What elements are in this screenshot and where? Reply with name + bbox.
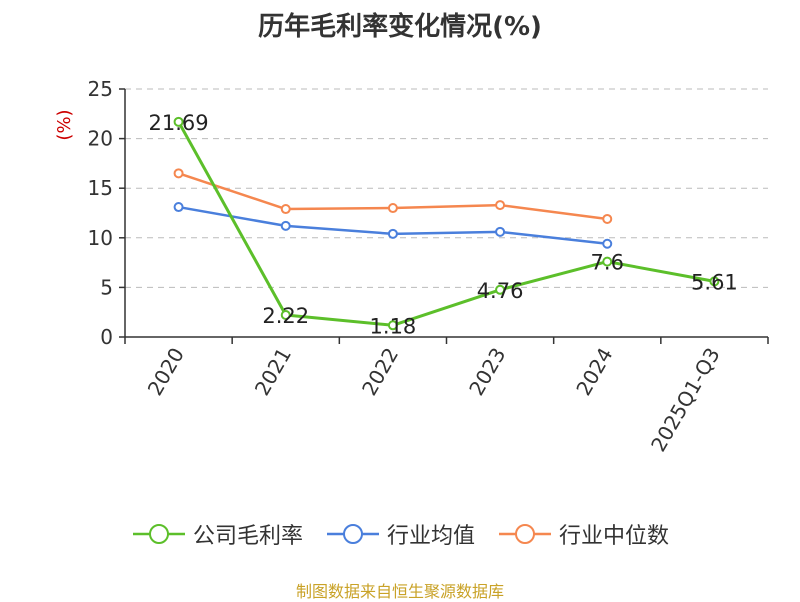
data-point [387, 320, 398, 331]
data-label: 1.18 [370, 314, 417, 338]
legend-label: 行业中位数 [559, 524, 670, 549]
data-point [387, 203, 398, 214]
y-tick-label: 10 [88, 226, 113, 250]
legend-label: 公司毛利率 [192, 524, 303, 549]
legend-line-marker-icon [326, 524, 379, 544]
data-point [602, 213, 613, 224]
y-axis-label: (%) [54, 109, 75, 140]
x-tick-label: 2024 [571, 344, 617, 400]
data-point [602, 238, 613, 249]
data-point [709, 276, 720, 287]
legend-item-company[interactable]: 公司毛利率 [131, 518, 303, 550]
y-tick-label: 0 [100, 325, 113, 349]
grid-lines [125, 88, 768, 288]
data-label: 2.22 [262, 304, 309, 328]
series-line [177, 121, 715, 327]
y-tick-label: 15 [88, 176, 113, 200]
chart-title: 历年毛利率变化情况(%) [258, 12, 542, 42]
legend-line-marker-icon [132, 524, 185, 544]
data-label: 21.69 [149, 111, 209, 135]
y-tick-label: 5 [100, 275, 113, 299]
data-label: 5.61 [691, 270, 738, 294]
data-point [173, 116, 184, 127]
x-tick-label: 2020 [143, 344, 189, 400]
x-tick-label: 2023 [464, 344, 510, 400]
y-tick-label: 20 [88, 127, 113, 151]
x-tick-label: 2022 [357, 344, 403, 400]
legend-label: 行业均值 [386, 524, 475, 549]
series-lines [173, 116, 720, 331]
x-tick-label: 2025Q1-Q3 [646, 344, 725, 456]
source-note: 制图数据来自恒生聚源数据库 [295, 582, 504, 601]
legend-item-industry-median[interactable]: 行业中位数 [497, 518, 669, 550]
data-point [602, 256, 613, 267]
legend-item-industry-mean[interactable]: 行业均值 [325, 518, 475, 550]
data-point [495, 200, 506, 211]
data-point [280, 309, 291, 320]
data-point [280, 204, 291, 215]
legend-line-marker-icon [499, 524, 551, 544]
data-point [173, 202, 184, 213]
data-labels: 21.69 2.22 1.18 4.76 7.6 5.61 [149, 111, 738, 338]
data-point [280, 220, 291, 231]
data-point [173, 168, 184, 179]
data-label: 4.76 [477, 279, 524, 303]
data-point [495, 226, 506, 237]
x-tick-label: 2021 [250, 344, 296, 400]
legend: 公司毛利率 行业均值 行业中位数 [0, 518, 800, 550]
data-point [387, 228, 398, 239]
data-point [495, 284, 506, 295]
data-label: 7.6 [591, 251, 624, 275]
y-tick-label: 25 [88, 77, 113, 101]
